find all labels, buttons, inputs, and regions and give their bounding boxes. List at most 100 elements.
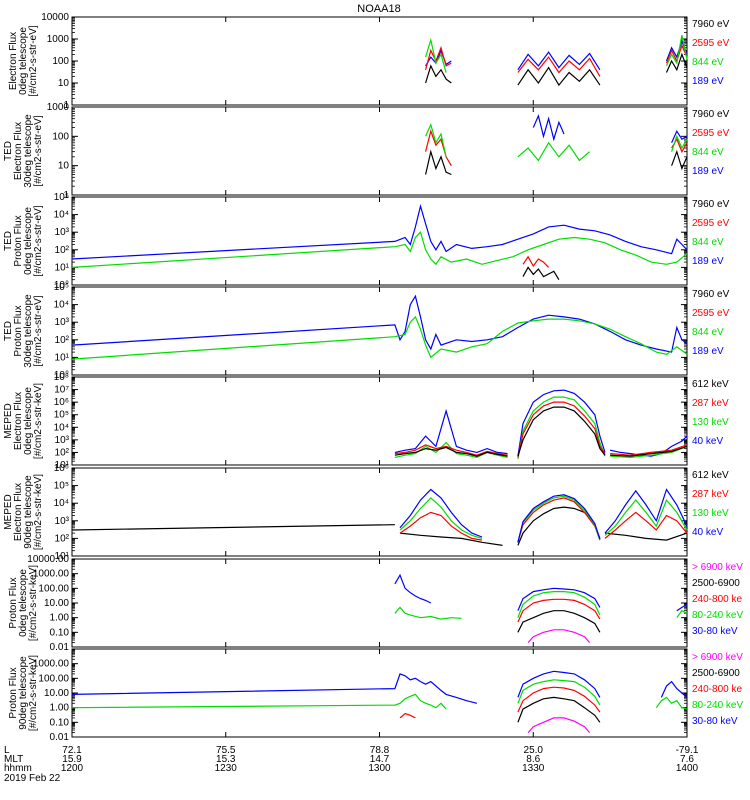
series-line-red bbox=[399, 712, 416, 719]
legend-entry: 240-800 ke bbox=[692, 684, 742, 695]
footer-value: 25.0 bbox=[524, 745, 544, 756]
legend-entry: 2595 eV bbox=[692, 308, 730, 319]
y-tick-label: 10³ bbox=[55, 516, 70, 527]
footer-row-label: hhmm bbox=[4, 763, 32, 774]
y-axis-label: TED bbox=[3, 141, 14, 161]
legend-entry: 130 keV bbox=[692, 417, 729, 428]
footer-row-label: L bbox=[4, 745, 10, 756]
y-axis-label: 90deg telescope bbox=[18, 656, 29, 730]
legend-entry: 189 eV bbox=[692, 256, 724, 267]
y-tick-label: 10° bbox=[54, 370, 69, 381]
y-axis-label: 30deg telescope bbox=[23, 114, 34, 188]
legend-entry: 2595 eV bbox=[692, 38, 730, 49]
y-tick-label: 1.00 bbox=[50, 613, 70, 624]
y-tick-label: 100 bbox=[52, 56, 69, 67]
y-axis-label: Proton Flux bbox=[13, 305, 24, 356]
y-tick-label: 10⁷ bbox=[54, 385, 69, 396]
legend-entry: 7960 eV bbox=[692, 109, 730, 120]
legend-entry: 2500-6900 bbox=[692, 578, 740, 589]
series-line-red bbox=[517, 401, 606, 458]
legend-entry: > 6900 keV bbox=[692, 652, 743, 663]
y-tick-label: 100.00 bbox=[38, 673, 69, 684]
y-tick-label: 10³ bbox=[55, 435, 70, 446]
y-tick-label: 10⁵ bbox=[54, 192, 69, 203]
legend-entry: 612 keV bbox=[692, 379, 729, 390]
legend-entry: 40 keV bbox=[692, 527, 723, 538]
y-tick-label: 10¹ bbox=[55, 352, 70, 363]
y-axis-label: [#/cm2-s-str-keV] bbox=[33, 383, 44, 459]
series-line-green bbox=[517, 141, 590, 162]
series-line-blue bbox=[517, 670, 601, 698]
legend-entry: 287 keV bbox=[692, 489, 729, 500]
y-axis-label: TED bbox=[3, 231, 14, 251]
y-tick-label: 10⁵ bbox=[54, 410, 69, 421]
series-line-magenta bbox=[527, 629, 591, 643]
y-tick-label: 1.00 bbox=[50, 703, 70, 714]
series-line-blue bbox=[71, 673, 478, 704]
y-axis-label: [#/cm2-s-str-keV] bbox=[28, 655, 39, 731]
footer: L 72.1 75.5 78.8 25.0 -79.1 MLT 15.9 15.3 14.7 8.6… bbox=[4, 745, 699, 784]
y-axis-label: [#/cm2-s-str-eV] bbox=[33, 115, 44, 186]
legend-entry: 844 eV bbox=[692, 237, 724, 248]
y-tick-label: 10.00 bbox=[44, 598, 69, 609]
footer-value: 1330 bbox=[522, 763, 545, 774]
footer-value: 14.7 bbox=[370, 754, 390, 765]
series-line-blue bbox=[517, 51, 601, 71]
series-line-green bbox=[71, 315, 688, 360]
panel1: 1 10 100 1000 10000 Electron Flux 0deg telesco… bbox=[8, 12, 730, 111]
series-line-red bbox=[425, 45, 452, 70]
series-line-green bbox=[71, 693, 447, 710]
y-tick-label: 1000.00 bbox=[33, 569, 70, 580]
series-line-blue bbox=[517, 494, 601, 543]
panel7: 0.01 0.10 1.00 10.00 100.00 1000.00 10000.00 Pr… bbox=[8, 554, 743, 653]
footer-value: 8.6 bbox=[526, 754, 540, 765]
y-tick-label: 10° bbox=[54, 280, 69, 291]
footer-row-label: MLT bbox=[4, 754, 23, 765]
series-line-green bbox=[665, 34, 688, 67]
series-line-black bbox=[517, 696, 601, 723]
y-axis-label: 0deg telescope bbox=[18, 27, 29, 95]
y-axis-label: [#/cm2-s-str-eV] bbox=[33, 295, 44, 366]
legend-entry: 287 keV bbox=[692, 398, 729, 409]
series-line-green bbox=[425, 122, 447, 157]
footer-value: 1200 bbox=[61, 763, 84, 774]
legend-entry: 80-240 keV bbox=[692, 610, 743, 621]
y-tick-label: 10⁴ bbox=[54, 422, 69, 433]
series-line-blue bbox=[394, 573, 432, 604]
series-line-green bbox=[517, 495, 601, 543]
series-line-black bbox=[425, 64, 452, 84]
series-line-black bbox=[671, 149, 688, 171]
series-line-red bbox=[517, 598, 601, 623]
series-line-blue bbox=[676, 603, 688, 612]
legend-entry: 844 eV bbox=[692, 57, 724, 68]
y-axis-label: Proton Flux bbox=[8, 667, 19, 718]
series-line-black bbox=[517, 610, 601, 633]
series-line-green bbox=[394, 606, 462, 620]
series-line-blue bbox=[532, 113, 565, 142]
y-tick-label: 1000.00 bbox=[33, 659, 70, 670]
series-line-blue bbox=[660, 680, 688, 698]
y-axis-label: 30deg telescope bbox=[23, 294, 34, 368]
y-tick-label: 10 bbox=[58, 78, 70, 89]
legend-entry: 189 eV bbox=[692, 166, 724, 177]
series-line-green bbox=[671, 134, 688, 152]
footer-value: 15.3 bbox=[216, 754, 236, 765]
legend-entry: 240-800 ke bbox=[692, 594, 742, 605]
legend-entry: 2500-6900 bbox=[692, 668, 740, 679]
legend-entry: 7960 eV bbox=[692, 289, 730, 300]
footer-value: 1400 bbox=[676, 763, 699, 774]
series-line-green bbox=[517, 396, 606, 460]
series-line-green bbox=[399, 497, 483, 539]
y-tick-label: 0.10 bbox=[50, 717, 70, 728]
series-line-red bbox=[517, 686, 601, 713]
y-axis-label: 90deg telescope bbox=[23, 475, 34, 549]
series-line-blue bbox=[517, 587, 601, 611]
footer-value: 78.8 bbox=[370, 745, 390, 756]
y-axis-label: Electron Flux bbox=[13, 483, 24, 541]
panel-frame bbox=[71, 106, 688, 196]
legend-entry: 844 eV bbox=[692, 147, 724, 158]
legend-entry: 189 eV bbox=[692, 76, 724, 87]
series-line-black bbox=[604, 532, 688, 541]
